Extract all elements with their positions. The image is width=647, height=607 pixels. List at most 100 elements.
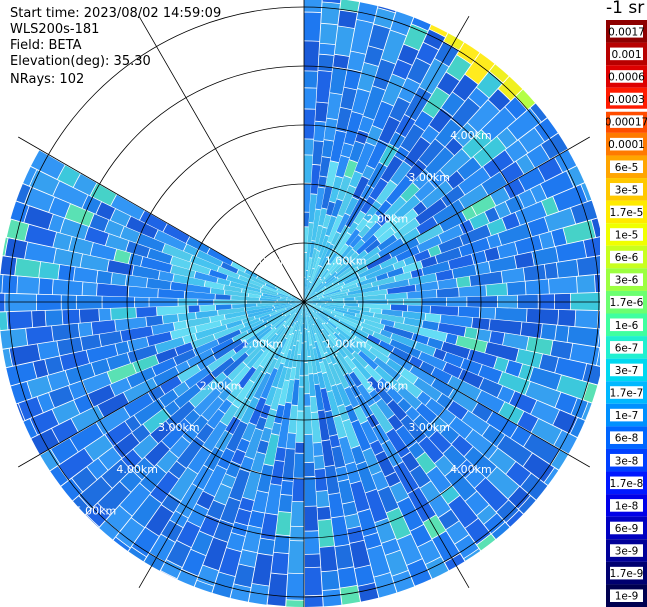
ray-gate <box>10 201 29 223</box>
ray-gate <box>495 307 527 322</box>
ray-gate <box>176 436 205 469</box>
ray-gate <box>498 76 523 101</box>
ray-gate <box>324 352 332 364</box>
ray-gate <box>173 381 190 397</box>
ray-gate <box>186 236 210 254</box>
ray-gate <box>437 72 460 95</box>
colorbar-label-box <box>610 476 643 490</box>
azimuth-spoke <box>138 301 305 588</box>
ray-gate <box>308 194 317 223</box>
ray-gate <box>328 334 338 346</box>
ray-gate <box>402 261 423 274</box>
ray-gate <box>481 107 516 141</box>
ray-gate <box>322 273 332 284</box>
ray-gate <box>313 121 326 142</box>
ray-gate <box>304 434 314 463</box>
ray-gate <box>281 297 304 302</box>
ray-gate <box>241 422 257 442</box>
ray-gate <box>322 358 336 386</box>
ray-gate <box>414 181 436 202</box>
ray-gate <box>322 589 342 607</box>
ray-gate <box>204 280 225 290</box>
ray-gate <box>438 509 459 530</box>
ray-gate <box>74 394 94 414</box>
ray-gate <box>213 323 245 340</box>
ray-gate <box>23 166 37 186</box>
ray-gate <box>530 103 547 122</box>
ray-gate <box>278 494 293 513</box>
colorbar-tick-label: 0.0001 <box>608 139 645 151</box>
ray-gate <box>2 237 8 256</box>
ray-gate <box>304 342 308 363</box>
ray-gate <box>78 322 93 337</box>
ray-gate <box>132 457 154 480</box>
ray-gate <box>2 348 13 368</box>
ray-gate <box>352 367 374 393</box>
ray-gate <box>386 507 411 540</box>
ray-gate <box>297 333 303 355</box>
ray-gate <box>107 260 134 276</box>
ray-gate <box>484 513 505 534</box>
ray-gate <box>335 544 354 569</box>
ray-gate <box>336 383 351 407</box>
ray-gate <box>99 308 111 321</box>
ray-gate <box>47 370 70 391</box>
ray-gate <box>372 59 396 90</box>
ray-gate <box>285 379 295 403</box>
ray-gate <box>247 282 261 290</box>
ray-gate <box>207 500 226 520</box>
ray-gate <box>596 348 600 366</box>
colorbar-tick-label: 1e-7 <box>615 410 639 422</box>
ray-gate <box>161 418 192 449</box>
ray-gate <box>0 274 3 293</box>
ray-gate <box>37 393 55 413</box>
ray-gate <box>158 271 174 282</box>
ray-gate <box>322 214 331 228</box>
ray-gate <box>91 320 116 335</box>
ray-gate <box>226 532 245 552</box>
ray-gate <box>415 198 447 225</box>
ray-gate <box>317 303 344 308</box>
ray-gate <box>253 372 271 400</box>
ray-gate <box>441 92 465 117</box>
ray-gate <box>114 249 131 264</box>
ray-gate <box>72 467 97 492</box>
colorbar-label-box <box>610 521 643 535</box>
ray-gate <box>237 269 266 286</box>
ray-gate <box>457 459 476 478</box>
ray-gate <box>285 326 293 339</box>
colorbar-tick-label: 3e-5 <box>615 184 639 196</box>
ray-gate <box>27 376 52 398</box>
ray-gate <box>159 389 179 407</box>
ray-gate <box>286 433 296 449</box>
ray-gate <box>177 569 198 587</box>
ray-gate <box>507 108 541 140</box>
ray-gate <box>436 287 459 298</box>
ray-gate <box>304 462 315 477</box>
ray-gate <box>486 411 518 438</box>
ray-gate <box>523 433 560 465</box>
ray-gate <box>555 325 569 342</box>
ray-gate <box>276 302 304 312</box>
ray-gate <box>548 276 577 294</box>
ray-gate <box>327 390 340 417</box>
ray-gate <box>304 302 313 311</box>
ray-gate <box>487 233 502 249</box>
ray-gate <box>277 289 289 296</box>
ray-gate <box>375 451 396 477</box>
colorbar-label-box <box>610 318 643 332</box>
ray-gate <box>467 349 497 369</box>
ray-gate <box>358 264 382 279</box>
ray-gate <box>107 363 137 384</box>
ray-gate <box>5 238 28 259</box>
ray-gate <box>394 322 420 334</box>
ray-gate <box>435 269 454 281</box>
ray-gate <box>318 208 327 226</box>
ray-gate <box>292 321 298 334</box>
ray-gate <box>461 205 477 221</box>
ray-gate <box>475 261 491 275</box>
ray-gate <box>123 378 158 403</box>
ray-gate <box>287 345 296 368</box>
ray-gate <box>369 347 390 364</box>
ray-gate <box>155 348 178 364</box>
